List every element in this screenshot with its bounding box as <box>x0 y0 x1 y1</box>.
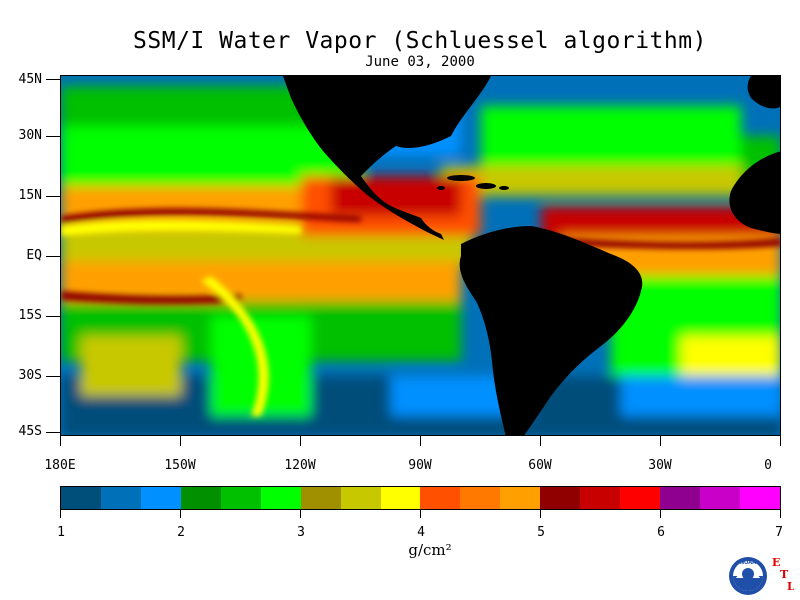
colorbar-segment <box>380 487 421 509</box>
colorbar-label-2: 2 <box>177 525 185 540</box>
lon-label-90w: 90W <box>408 458 432 473</box>
colorbar-segment <box>100 487 141 509</box>
land-greenland <box>747 76 780 109</box>
lat-label-30s: 30S <box>18 368 42 383</box>
lat-tick <box>46 136 60 137</box>
colorbar-segment <box>340 487 381 509</box>
colorbar-segment <box>260 487 301 509</box>
lon-tick <box>180 436 181 446</box>
lon-tick <box>660 436 661 446</box>
colorbar-segment <box>420 487 461 509</box>
land-africa <box>729 151 780 234</box>
land-caribbean <box>437 175 509 190</box>
colorbar-segment <box>61 487 101 509</box>
colorbar-label-3: 3 <box>297 525 305 540</box>
noaa-etl-logo: NOAA E T L <box>729 556 794 595</box>
itcz-streaks <box>61 208 780 416</box>
colorbar-tick <box>300 510 301 518</box>
land-north-america <box>283 76 491 240</box>
water-vapor-map <box>60 75 781 436</box>
lat-label-45s: 45S <box>18 424 42 439</box>
colorbar-tick <box>540 510 541 518</box>
colorbar-segment <box>700 487 740 509</box>
map-svg <box>61 76 780 435</box>
colorbar-segment <box>739 487 780 509</box>
colorbar-label-6: 6 <box>657 525 665 540</box>
colorbar-segment <box>220 487 261 509</box>
lat-tick <box>46 432 60 433</box>
colorbar-label-4: 4 <box>417 525 425 540</box>
colorbar-units: g/cm² <box>408 541 452 559</box>
colorbar-label-5: 5 <box>537 525 545 540</box>
lat-label-45n: 45N <box>18 72 42 87</box>
lon-tick <box>300 436 301 446</box>
colorbar <box>60 486 781 510</box>
colorbar-label-7: 7 <box>775 525 783 540</box>
lat-tick <box>46 79 60 80</box>
lat-tick <box>46 376 60 377</box>
lon-label-180e: 180E <box>44 458 76 473</box>
colorbar-segment <box>580 487 621 509</box>
lat-tick <box>46 316 60 317</box>
lon-label-150w: 150W <box>164 458 196 473</box>
etl-letter-l: L <box>787 580 794 593</box>
etl-letter-t: T <box>780 568 789 581</box>
lon-tick <box>780 436 781 446</box>
lon-label-30w: 30W <box>648 458 672 473</box>
colorbar-segment <box>540 487 581 509</box>
colorbar-segment <box>620 487 661 509</box>
colorbar-tick <box>420 510 421 518</box>
colorbar-tick <box>180 510 181 518</box>
lat-tick <box>46 256 60 257</box>
colorbar-segment <box>140 487 181 509</box>
lon-label-120w: 120W <box>284 458 316 473</box>
colorbar-tick <box>660 510 661 518</box>
colorbar-segment <box>180 487 221 509</box>
colorbar-segment <box>660 487 700 509</box>
land-south-america <box>459 226 643 435</box>
lat-label-15n: 15N <box>18 188 42 203</box>
lon-label-60w: 60W <box>528 458 552 473</box>
lat-label-15s: 15S <box>18 308 42 323</box>
colorbar-tick <box>60 510 61 518</box>
etl-letter-e: E <box>772 556 780 569</box>
colorbar-segment <box>500 487 541 509</box>
lat-tick <box>46 196 60 197</box>
lon-tick <box>60 436 61 446</box>
colorbar-segment <box>300 487 341 509</box>
colorbar-segment <box>460 487 501 509</box>
noaa-logo-text: NOAA <box>740 560 756 566</box>
lon-tick <box>540 436 541 446</box>
lon-tick <box>420 436 421 446</box>
lat-label-eq: EQ <box>26 248 42 263</box>
lon-label-0: 0 <box>764 458 772 473</box>
colorbar-label-1: 1 <box>57 525 65 540</box>
lat-label-30n: 30N <box>18 128 42 143</box>
colorbar-tick <box>780 510 781 518</box>
map-title: SSM/I Water Vapor (Schluessel algorithm) <box>133 28 707 54</box>
map-date: June 03, 2000 <box>365 54 475 70</box>
